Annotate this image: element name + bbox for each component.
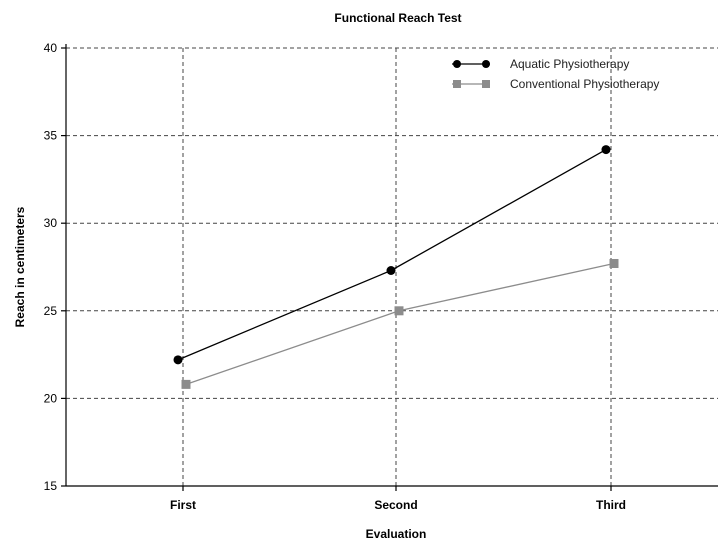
axes-layer: 15 20 25 30 35 40 First Second Third <box>44 41 718 512</box>
chart-title: Functional Reach Test <box>334 11 461 25</box>
legend-label-conventional: Conventional Physiotherapy <box>510 77 659 91</box>
data-point-conventional-third <box>609 258 619 268</box>
data-point-aquatic-second <box>386 266 396 276</box>
data-point-conventional-second <box>394 306 404 316</box>
legend-marker-end-aquatic <box>482 60 490 68</box>
x-tick-label-third: Third <box>596 498 626 512</box>
y-tick-label-15: 15 <box>44 479 58 493</box>
x-tick-label-first: First <box>170 498 196 512</box>
series-line-aquatic <box>177 149 607 361</box>
y-tick-label-25: 25 <box>44 304 58 318</box>
legend-marker-end-conventional <box>482 80 490 88</box>
legend-marker-start-aquatic <box>453 60 461 68</box>
x-axis-label: Evaluation <box>366 527 427 541</box>
legend-marker-start-conventional <box>453 80 461 88</box>
y-tick-label-30: 30 <box>44 216 58 230</box>
data-point-aquatic-first <box>173 355 183 365</box>
legend: Aquatic Physiotherapy Conventional Physio… <box>452 57 659 91</box>
series-line-conventional <box>185 262 615 385</box>
y-tick-label-20: 20 <box>44 391 58 405</box>
legend-label-aquatic: Aquatic Physiotherapy <box>510 57 629 71</box>
data-point-aquatic-third <box>601 145 611 155</box>
data-point-conventional-first <box>181 379 191 389</box>
y-tick-label-35: 35 <box>44 129 58 143</box>
x-tick-label-second: Second <box>374 498 417 512</box>
y-tick-label-40: 40 <box>44 41 58 55</box>
y-axis-label: Reach in centimeters <box>13 206 27 327</box>
series-layer <box>173 145 619 389</box>
